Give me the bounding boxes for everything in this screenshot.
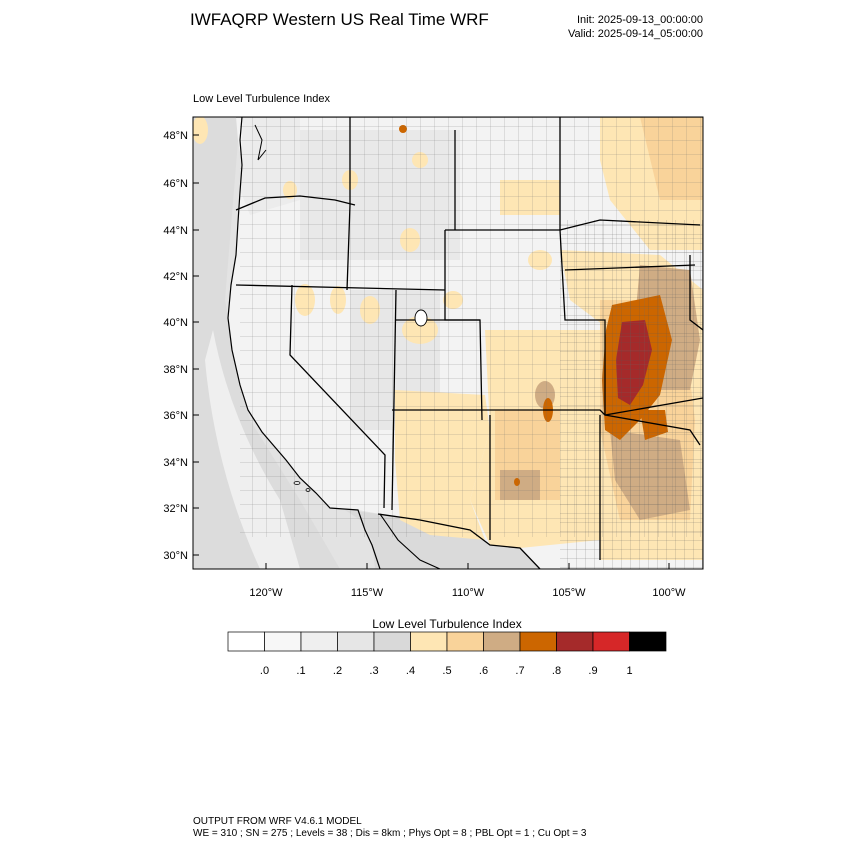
colorbar-label: .8 [552,665,561,677]
colorbar-label: .1 [296,665,305,677]
longitude-axis: 120°W 115°W 110°W 105°W 100°W [249,563,686,599]
lat-label: 36°N [163,410,188,422]
colorbar: .0 .1 .2 .3 .4 .5 .6 .7 .8 .9 1 [227,631,667,677]
state-boundaries [235,117,703,569]
page-title: IWFAQRP Western US Real Time WRF [190,10,489,29]
colorbar-swatch [592,631,630,652]
footer-config: WE = 310 ; SN = 275 ; Levels = 38 ; Dis … [193,828,587,839]
colorbar-label: .4 [406,665,415,677]
colorbar-label: .0 [260,665,269,677]
great-salt-lake [414,309,428,327]
lon-label: 120°W [249,587,283,599]
latitude-axis: 48°N 46°N 44°N 42°N 40°N 38°N 36°N 34°N 32°N 30°N [163,130,199,562]
channel-island-2 [305,488,311,492]
colorbar-label: 1 [626,665,632,677]
lat-label: 34°N [163,457,188,469]
map-frame [192,116,704,570]
colorbar-swatch [556,631,594,652]
colorbar-title: Low Level Turbulence Index [372,617,522,631]
lon-label: 115°W [351,587,384,599]
map-area [193,117,703,569]
lat-label: 42°N [163,271,188,283]
colorbar-swatch [227,631,265,652]
forecast-times: Init: 2025-09-13_00:00:00 Valid: 2025-09… [568,13,703,41]
lat-label: 46°N [163,178,188,190]
county-lines-plains [560,220,703,569]
puget-sound [254,124,267,161]
colorbar-label: .2 [333,665,342,677]
colorbar-swatch [519,631,557,652]
colorbar-swatch [629,631,667,652]
lon-label: 110°W [452,587,485,599]
colorbar-label: .9 [588,665,597,677]
colorbar-swatch [446,631,484,652]
colorbar-swatch [337,631,375,652]
lon-label: 105°W [552,587,586,599]
colorbar-swatch [264,631,302,652]
valid-time: Valid: 2025-09-14_05:00:00 [568,28,703,40]
colorbar-swatch [483,631,521,652]
colorbar-label: .5 [442,665,451,677]
gulf-of-california-coast [379,513,441,569]
coastline [227,117,381,569]
init-time: Init: 2025-09-13_00:00:00 [577,14,703,26]
lat-label: 32°N [163,503,188,515]
colorbar-swatch [373,631,411,652]
lat-label: 44°N [163,225,188,237]
footer-model: OUTPUT FROM WRF V4.6.1 MODEL [193,816,362,827]
colorbar-swatch [410,631,448,652]
lat-label: 40°N [163,317,188,329]
lon-label: 100°W [652,587,686,599]
lat-label: 48°N [163,130,188,142]
lat-label: 30°N [163,550,188,562]
colorbar-label: .3 [369,665,378,677]
colorbar-label: .6 [479,665,488,677]
channel-island [293,481,301,485]
map-subtitle: Low Level Turbulence Index [193,93,330,105]
lat-label: 38°N [163,364,188,376]
colorbar-label: .7 [515,665,524,677]
footer: OUTPUT FROM WRF V4.6.1 MODEL WE = 310 ; … [193,816,586,840]
colorbar-swatch [300,631,338,652]
